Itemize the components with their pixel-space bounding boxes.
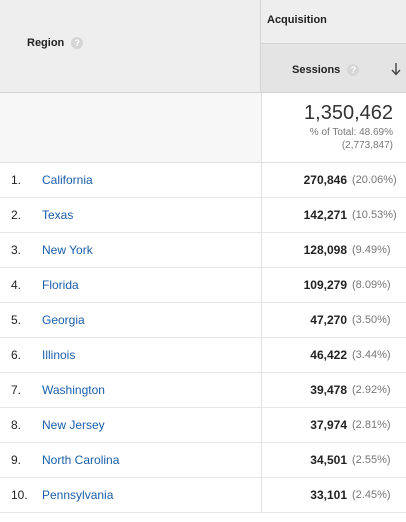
row-index: 9. xyxy=(11,453,22,467)
region-header-label: Region xyxy=(27,37,65,49)
region-link[interactable]: Pennsylvania xyxy=(42,488,114,502)
table-body: 1. California 270,846 (20.06%) 2. Texas … xyxy=(0,163,406,513)
row-index: 6. xyxy=(11,348,22,362)
sessions-column-header[interactable]: Sessions ? xyxy=(261,44,406,92)
sessions-value: 33,101 xyxy=(310,488,347,502)
help-circle-icon[interactable]: ? xyxy=(71,37,84,49)
table-row: 10. Pennsylvania 33,101 (2.45%) xyxy=(0,478,406,513)
sessions-percent: (3.50%) xyxy=(352,314,391,326)
sessions-value: 142,271 xyxy=(303,208,347,222)
table-row: 5. Georgia 47,270 (3.50%) xyxy=(0,303,406,338)
sessions-cell: 109,279 (8.09%) xyxy=(261,268,406,302)
region-link[interactable]: California xyxy=(42,173,93,187)
row-index: 1. xyxy=(11,173,22,187)
row-index: 7. xyxy=(11,383,22,397)
sessions-percent: (8.09%) xyxy=(352,279,391,291)
row-index: 4. xyxy=(11,278,22,292)
region-link[interactable]: New Jersey xyxy=(42,418,105,432)
total-absolute-label: (2,773,847) xyxy=(341,140,393,151)
sessions-cell: 37,974 (2.81%) xyxy=(261,408,406,442)
sessions-percent: (2.92%) xyxy=(352,384,391,396)
region-link[interactable]: Illinois xyxy=(42,348,76,362)
sessions-value: 34,501 xyxy=(310,453,347,467)
acquisition-header-label: Acquisition xyxy=(267,14,327,26)
table-row: 9. North Carolina 34,501 (2.55%) xyxy=(0,443,406,478)
sessions-cell: 142,271 (10.53%) xyxy=(261,198,406,232)
sessions-cell: 47,270 (3.50%) xyxy=(261,303,406,337)
region-link[interactable]: Texas xyxy=(42,208,74,222)
sessions-value: 109,279 xyxy=(303,278,347,292)
table-row: 8. New Jersey 37,974 (2.81%) xyxy=(0,408,406,443)
total-percent-label: % of Total: 48.69% xyxy=(309,127,393,138)
table-row: 1. California 270,846 (20.06%) xyxy=(0,163,406,198)
sessions-percent: (3.44%) xyxy=(352,349,391,361)
sessions-value: 47,270 xyxy=(310,313,347,327)
table-row: 2. Texas 142,271 (10.53%) xyxy=(0,198,406,233)
sessions-value: 46,422 xyxy=(310,348,347,362)
sessions-value: 39,478 xyxy=(310,383,347,397)
sessions-value: 37,974 xyxy=(310,418,347,432)
sessions-value: 270,846 xyxy=(303,173,347,187)
table-row: 7. Washington 39,478 (2.92%) xyxy=(0,373,406,408)
sessions-percent: (2.55%) xyxy=(352,454,391,466)
table-header: Region ? Acquisition Sessions ? xyxy=(0,0,406,93)
table-row: 4. Florida 109,279 (8.09%) xyxy=(0,268,406,303)
region-link[interactable]: North Carolina xyxy=(42,453,120,467)
sessions-value: 128,098 xyxy=(303,243,347,257)
region-link[interactable]: Georgia xyxy=(42,313,85,327)
sessions-percent: (2.45%) xyxy=(352,489,391,501)
sessions-percent: (20.06%) xyxy=(352,174,397,186)
region-header-label-wrap: Region ? xyxy=(27,37,84,49)
sessions-percent: (10.53%) xyxy=(352,209,397,221)
totals-row: 1,350,462 % of Total: 48.69% (2,773,847) xyxy=(0,93,406,163)
region-link[interactable]: New York xyxy=(42,243,93,257)
sessions-header-label-wrap: Sessions ? xyxy=(292,64,360,76)
sessions-cell: 34,501 (2.55%) xyxy=(261,443,406,477)
table-row: 6. Illinois 46,422 (3.44%) xyxy=(0,338,406,373)
region-link[interactable]: Florida xyxy=(42,278,79,292)
sessions-cell: 128,098 (9.49%) xyxy=(261,233,406,267)
sessions-percent: (9.49%) xyxy=(352,244,391,256)
sessions-cell: 39,478 (2.92%) xyxy=(261,373,406,407)
sessions-cell: 46,422 (3.44%) xyxy=(261,338,406,372)
row-index: 5. xyxy=(11,313,22,327)
region-column-header[interactable]: Region ? xyxy=(0,0,261,92)
arrow-down-icon[interactable] xyxy=(391,62,401,76)
row-index: 2. xyxy=(11,208,22,222)
sessions-header-label: Sessions xyxy=(292,64,341,76)
totals-cell: 1,350,462 % of Total: 48.69% (2,773,847) xyxy=(261,93,406,162)
table-row: 3. New York 128,098 (9.49%) xyxy=(0,233,406,268)
acquisition-group-header: Acquisition xyxy=(261,0,406,44)
help-circle-icon[interactable]: ? xyxy=(347,64,360,76)
row-index: 3. xyxy=(11,243,22,257)
sessions-percent: (2.81%) xyxy=(352,419,391,431)
row-index: 8. xyxy=(11,418,22,432)
row-index: 10. xyxy=(11,488,28,502)
total-sessions-value: 1,350,462 xyxy=(304,102,393,124)
region-link[interactable]: Washington xyxy=(42,383,105,397)
sessions-cell: 270,846 (20.06%) xyxy=(261,163,406,197)
sessions-cell: 33,101 (2.45%) xyxy=(261,478,406,512)
